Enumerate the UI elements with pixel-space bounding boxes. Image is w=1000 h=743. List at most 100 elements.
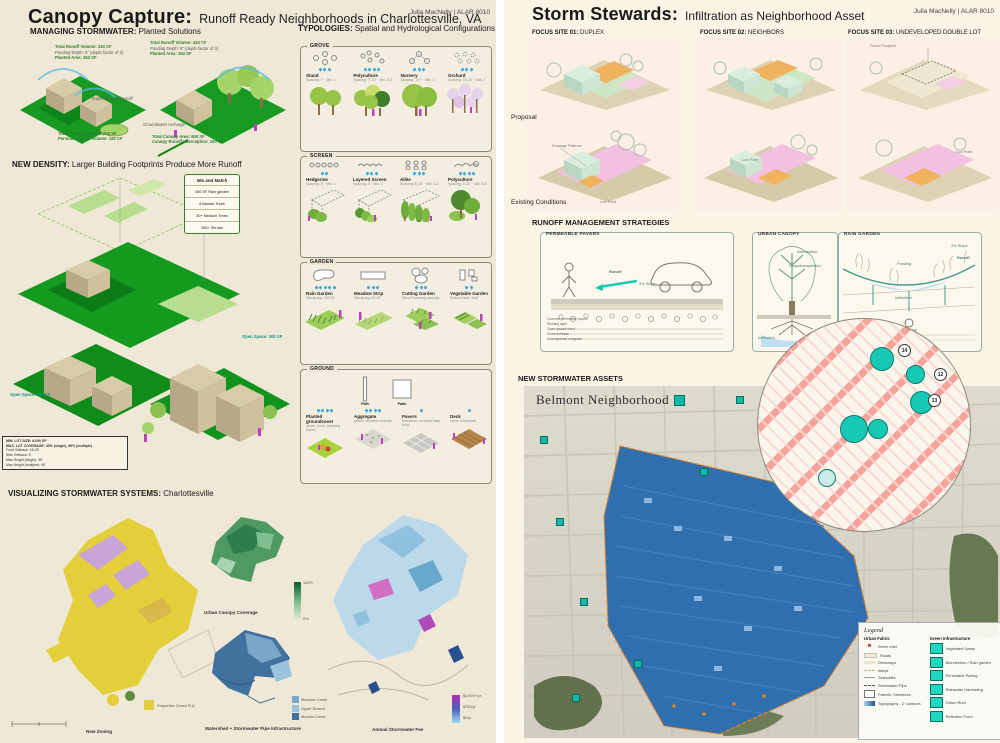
left-board-title: Canopy Capture: [28, 6, 193, 28]
typology-item: Nursery Spacing: 14'+ · Mix: 1 [396, 47, 443, 151]
asset-circle [818, 469, 836, 487]
droplet-rating [318, 67, 332, 72]
driveways-swatch [864, 661, 875, 664]
panel-label: Interception [797, 249, 818, 254]
annotation: Total Canopy Area: 900 SF [152, 134, 205, 139]
droplet-rating [313, 285, 337, 290]
legend-row: Parcels, Structures [864, 690, 922, 698]
annotation: Total Runoff Volume: 434 CF [150, 40, 207, 45]
annotation-text: Planted Area: 363 SF [150, 51, 192, 56]
grove-row: Stand Spacing: 7' · Mix: 1 Polyculture S… [301, 47, 491, 151]
legend-label: Roads [880, 652, 892, 658]
row-label-existing: Existing Conditions [511, 199, 567, 206]
asset-marker [580, 598, 588, 606]
annotation-text: Ponding Depth: 6" (depth factor of 3) [150, 46, 219, 51]
asset-marker [540, 436, 548, 444]
garden-illustration [355, 312, 393, 331]
map-caption-fee: Annual Stormwater Fee [372, 727, 424, 732]
typology-name: Meadow Strip [354, 291, 384, 296]
panel-label: 3% Slope [951, 243, 968, 248]
zoning-legend-label: Properties Zoned R-A [157, 703, 195, 708]
key-line: Max Height (multiple): 45' [6, 462, 46, 467]
focus-site-name: NEIGHBORS [748, 30, 785, 36]
plan-glyph [459, 269, 478, 282]
typology-desc: Spacing: 15'-20' · Mix: 2 [447, 78, 486, 82]
asset-marker [556, 518, 564, 526]
plan-glyph [312, 51, 337, 65]
typology-desc: Spacing: 14'+ · Mix: 1 [400, 78, 435, 82]
annotation-text: Total Runoff Volume: 434 CF [150, 40, 207, 45]
visualizing-bold: VISUALIZING STORMWATER SYSTEMS: [8, 489, 162, 498]
fee-legend-high: $4,500+/yr [463, 694, 482, 698]
site3-proposal [860, 48, 990, 110]
path-glyph [363, 376, 367, 402]
map-canopy [211, 517, 284, 582]
canopy-legend-min: 0% [303, 617, 309, 621]
typology-section-garden: GARDEN Rain Garden Min sizing: 100 SF Me… [300, 259, 493, 365]
ground-minis: Path Patio [361, 376, 413, 406]
site1-proposal [540, 53, 670, 110]
typology-item: Pavers bluestone, concrete slab, brick [397, 404, 445, 480]
droplet-rating [418, 408, 424, 413]
sidewalks-swatch [864, 677, 875, 678]
tree-illustration [402, 84, 438, 117]
board-canopy-capture: Canopy Capture: Runoff Ready Neighborhoo… [0, 0, 496, 743]
droplet-rating [412, 171, 426, 176]
legend-label: Rainwater Harvesting [945, 686, 983, 692]
legend-row: Retention Pond [929, 710, 996, 722]
left-credit: Julia MacNelly | ALAR 8010 [409, 9, 490, 16]
typology-item: Layered Screen Spacing: 3' · Mix: 3 [348, 157, 395, 257]
annotation-text: Planted Area: 363 SF [55, 55, 97, 60]
typology-item: Hedgerow Spacing: 3' · Mix: 1 [301, 157, 348, 257]
roads-swatch [864, 652, 877, 658]
mix-box-title: Mix and Match [185, 175, 239, 186]
typology-section-ground: GROUND Path Patio Planted groundcover cl… [300, 366, 493, 484]
tree-illustration [309, 87, 341, 116]
legend-row: Moores Creek [292, 713, 327, 720]
site-annotation: Low Point [956, 150, 973, 154]
typology-name: Polyculture [448, 177, 473, 182]
watershed-legend: Meadow Creek Upper Branch Moores Creek [292, 696, 327, 720]
plan-glyph [357, 163, 382, 167]
section-label: GROVE [307, 43, 333, 49]
focus-site-label: FOCUS SITE 01: [532, 30, 579, 36]
visualizing-sub: Charlottesville [163, 489, 214, 498]
annotation: Planted Area: 363 SF [55, 55, 97, 60]
typology-section-grove: GROVE Stand Spacing: 7' · Mix: 1 Polycul… [300, 43, 492, 152]
legend-row: Topography - 2' contours [864, 700, 922, 706]
legend-label: Retention Pond [945, 713, 973, 719]
typology-name: Pavers [402, 414, 417, 419]
legend-label: Alleys [878, 667, 889, 673]
legend-label: Vegetated Swale [945, 646, 975, 651]
typology-item: Vegetable Garden Raised beds, 4'x8' [445, 263, 493, 364]
panel-label: Infiltration [758, 335, 775, 340]
green-roof-swatch [929, 697, 943, 708]
panel-permeable-pavers: PERMEABLE PAVERS Runoff 3% Slope Concret… [540, 232, 734, 352]
typology-section-screen: SCREEN Hedgerow Spacing: 3' · Mix: 1 Lay… [300, 153, 492, 258]
legend-green-column: Green Infrastructure Vegetated Swale Bio… [929, 636, 996, 724]
asset-circle [868, 419, 888, 439]
assets-heading: NEW STORMWATER ASSETS [518, 374, 623, 383]
site2-existing [704, 134, 838, 202]
ground-illustration [355, 429, 391, 450]
typology-desc: Min sizing: 50 SF [354, 296, 381, 300]
site2-proposal [706, 57, 836, 110]
typology-name: Hedgerow [306, 177, 328, 182]
annotation-text: Canopy Runoff Interception: 100 CF [152, 139, 224, 144]
left-header: Canopy Capture: Runoff Ready Neighborhoo… [28, 6, 481, 29]
typology-item: Deck wood, composite [445, 404, 493, 480]
annotation: Total Pervious Area: 2,200 SF [58, 131, 116, 136]
typology-name: Allée [400, 177, 411, 182]
vegetated-swale-swatch [929, 643, 943, 654]
typology-desc: wood, composite [450, 419, 477, 423]
asset-badge: 13 [928, 394, 941, 407]
layer-item: Bedding layer [547, 321, 568, 326]
mini-path: Path [361, 376, 369, 406]
screen-illustration [307, 189, 345, 223]
map-caption-watershed: Watershed + Stormwater Pipe Infrastructu… [205, 726, 301, 731]
rainwater-harvesting-swatch [929, 683, 943, 695]
legend-row: Rainwater Harvesting [929, 683, 996, 695]
annotation: Impervious roof runoff [92, 96, 133, 101]
typology-item: Allée Spacing: 8'-15' · Mix: 1-2 [395, 157, 443, 257]
asset-badge: 14 [898, 344, 911, 357]
